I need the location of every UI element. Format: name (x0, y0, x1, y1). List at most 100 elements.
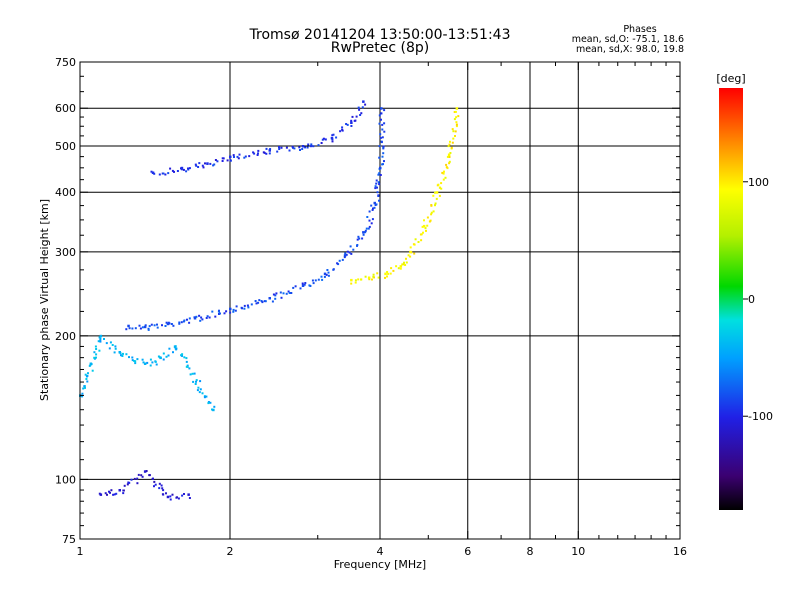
data-point (454, 110, 457, 113)
data-point (187, 168, 190, 171)
data-point (166, 495, 170, 499)
data-point (383, 122, 386, 125)
data-point (214, 159, 217, 161)
data-point (444, 176, 447, 179)
data-point (258, 299, 261, 302)
data-point (298, 146, 301, 149)
data-point (434, 191, 436, 194)
data-point (446, 155, 449, 158)
stats-heading: Phases (623, 24, 656, 35)
data-point (205, 395, 208, 398)
x-tick-label: 16 (673, 545, 687, 558)
data-point (232, 310, 235, 313)
data-point (379, 133, 382, 136)
data-point (379, 136, 382, 139)
data-point (206, 162, 209, 165)
data-point (248, 155, 251, 158)
data-point (150, 170, 153, 173)
data-point (250, 303, 253, 306)
data-point (409, 250, 412, 254)
data-point (264, 300, 267, 303)
data-point (382, 152, 385, 155)
data-point (384, 276, 386, 279)
data-point (85, 378, 88, 380)
data-point (454, 130, 457, 133)
data-point (387, 272, 390, 275)
data-point (455, 116, 458, 119)
data-point (125, 353, 128, 356)
series-trace (98, 470, 191, 501)
data-point (113, 351, 116, 354)
data-point (350, 125, 353, 127)
data-point (203, 396, 206, 399)
data-point (153, 485, 155, 488)
data-point (219, 312, 221, 315)
data-point (399, 267, 402, 270)
data-point (368, 219, 371, 222)
data-point (86, 380, 89, 383)
x-tick-label: 6 (464, 545, 471, 558)
data-point (122, 489, 125, 492)
x-tick-label: 2 (227, 545, 234, 558)
data-point (186, 364, 189, 367)
data-point (424, 227, 427, 230)
colorbar-label: [deg] (716, 72, 745, 85)
data-point (214, 315, 217, 318)
data-point (454, 135, 456, 137)
data-point (139, 327, 142, 330)
data-point (142, 361, 145, 364)
data-point (455, 107, 459, 110)
data-point (332, 268, 335, 271)
data-point (192, 380, 195, 383)
data-point (343, 256, 346, 259)
data-point (442, 178, 445, 181)
data-point (134, 362, 137, 365)
data-point (455, 121, 458, 124)
data-point (367, 276, 371, 279)
data-point (307, 143, 310, 146)
y-tick-label: 500 (55, 140, 76, 153)
data-point (304, 282, 307, 284)
data-point (130, 478, 133, 481)
data-point (212, 164, 215, 167)
data-point (344, 252, 347, 255)
data-point (165, 355, 168, 358)
data-point (187, 493, 190, 496)
data-point (449, 152, 452, 154)
data-point (378, 199, 380, 202)
data-point (257, 152, 259, 155)
data-point (201, 318, 204, 321)
data-point (292, 286, 295, 289)
data-point (420, 239, 423, 242)
data-point (167, 354, 170, 357)
data-point (301, 148, 304, 150)
data-point (377, 181, 380, 184)
data-point (317, 278, 320, 281)
data-point (351, 115, 354, 118)
y-tick-label: 600 (55, 102, 76, 115)
data-point (172, 324, 175, 327)
data-point (434, 204, 436, 207)
data-point (162, 172, 165, 175)
data-point (368, 210, 371, 213)
data-point (200, 316, 203, 319)
data-point (86, 374, 89, 377)
data-point (445, 163, 448, 166)
y-tick-label: 75 (62, 533, 76, 546)
data-point (150, 323, 153, 326)
data-point (338, 259, 341, 262)
data-point (389, 272, 392, 275)
series-trace (350, 107, 460, 285)
data-point (265, 152, 268, 155)
data-point (206, 315, 209, 318)
data-point (151, 171, 155, 174)
data-point (280, 296, 283, 299)
data-point (382, 146, 385, 149)
data-point (195, 164, 198, 167)
data-point (103, 338, 105, 340)
plot-frame (79, 61, 681, 540)
data-point (294, 285, 297, 288)
data-point (350, 121, 353, 124)
data-point (188, 317, 191, 320)
data-point (94, 345, 97, 348)
